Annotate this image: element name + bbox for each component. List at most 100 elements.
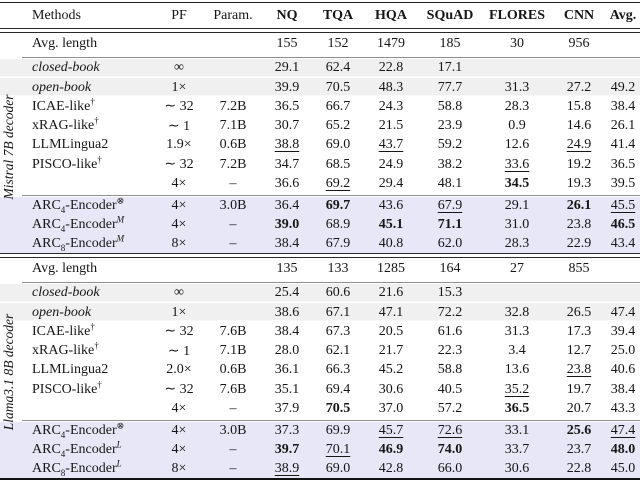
value-cell: 24.9 [566,137,592,153]
param-cell: – [229,216,237,232]
value-cell: 17.1 [437,60,463,76]
value-cell: 28.3 [504,235,530,251]
param-cell: 7.1B [219,118,247,134]
avg-length-label: Avg. length [32,36,98,52]
method-cell: ICAE-like† [22,322,154,340]
method-cell: open-book [22,305,154,321]
value-cell: 62.0 [437,235,463,251]
method-text: open-book [32,304,92,320]
table-row: ARC4-EncoderM 4× – 39.0 68.9 45.1 71.1 31.0 23.8… [0,215,640,235]
value-cell: 17.3 [566,323,592,339]
value-cell: 36.5 [504,401,530,417]
param-cell: 7.6B [219,381,247,397]
value-cell: 41.4 [610,137,636,153]
section-divider-rule [0,253,640,258]
value-cell: 22.9 [566,235,592,251]
method-superscript: L [116,439,122,450]
value-cell: 43.7 [378,137,404,153]
value-cell: 24.3 [378,98,404,114]
value-cell: 66.7 [325,98,351,114]
value-cell: 45.0 [610,460,636,476]
method-text: -Encoder [65,235,117,251]
pf-cell: ∞ [174,285,184,301]
value-cell: 34.5 [504,176,530,192]
method-cell: xRAG-like† [22,341,154,359]
value-cell: 48.0 [610,441,636,457]
value-cell: 42.8 [378,460,404,476]
avg-length-value: 164 [439,261,461,277]
header-cell: FLORES [488,7,545,23]
value-cell: 20.5 [378,323,404,339]
pf-cell: ∼ 32 [164,99,194,115]
method-text: ARC [32,423,61,439]
table-top-rule [0,2,640,3]
value-cell: 39.7 [274,441,300,457]
value-cell: 72.2 [437,304,463,320]
value-cell: 74.0 [437,441,463,457]
avg-length-value: 185 [439,36,461,52]
header-cell: CNN [563,7,595,23]
avg-length-value: 1285 [377,261,405,277]
pf-cell: ∞ [174,60,184,76]
method-subscript: 4 [60,448,66,459]
method-superscript: † [97,154,102,165]
value-cell: 60.6 [325,285,351,301]
value-cell: 47.4 [610,304,636,320]
value-cell: 39.9 [274,79,300,95]
value-cell: 19.7 [566,381,592,397]
method-cell: ARC8-EncoderM [22,234,154,252]
table-row: PISCO-like† ∼ 32 7.6B 35.1 69.4 30.6 40.5 35.2 1… [0,380,640,399]
value-cell: 40.8 [378,235,404,251]
pf-cell: 1.9× [166,137,192,153]
avg-length-value: 135 [276,261,298,277]
value-cell: 70.1 [325,441,351,457]
value-cell: 65.2 [325,118,351,134]
method-cell: LLMLingua2 [22,137,154,153]
value-cell: 36.6 [274,176,300,192]
method-cell: LLMLingua2 [22,362,154,378]
method-superscript: † [94,115,99,126]
value-cell: 67.1 [325,304,351,320]
value-cell: 69.2 [325,176,351,192]
value-cell: 35.2 [504,381,530,397]
value-cell: 12.7 [566,343,592,359]
method-text: ARC [32,198,61,214]
section-label-mistral: Mistral 7B decoder [1,94,16,200]
param-cell: 0.6B [219,362,247,378]
avg-length-value: 855 [568,261,590,277]
mid-rule [22,56,640,58]
table-row: closed-book ∞ 25.4 60.6 21.6 15.3 [0,283,640,303]
method-text: ICAE-like [32,323,91,339]
value-cell: 26.5 [566,304,592,320]
value-cell: 23.8 [566,362,592,378]
value-cell: 45.2 [378,362,404,378]
header-cell: NQ [276,7,298,23]
param-cell: 7.2B [219,98,247,114]
value-cell: 38.8 [274,137,300,153]
header-cell: SQuAD [426,7,474,23]
pf-cell: 8× [171,235,187,251]
value-cell: 21.5 [378,118,404,134]
value-cell: 38.4 [610,98,636,114]
value-cell: 36.1 [274,362,300,378]
method-cell: ARC4-EncoderM [22,215,154,233]
method-text: closed-book [32,60,100,76]
method-cell: ICAE-like† [22,97,154,115]
method-text: LLMLingua2 [32,137,109,153]
avg-length-value: 155 [276,36,298,52]
method-superscript: † [97,379,102,390]
pf-cell: ∼ 1 [167,118,191,134]
method-cell: ARC8-EncoderL [22,459,154,477]
value-cell: 68.9 [325,216,351,232]
value-cell: 23.7 [566,441,592,457]
pf-cell: 1× [171,304,187,320]
value-cell: 36.5 [610,156,636,172]
value-cell: 34.7 [274,156,300,172]
value-cell: 22.3 [437,343,463,359]
method-cell: open-book [22,80,154,96]
table-row: ARC4-Encoder⊗ 4× 3.0B 36.4 69.7 43.6 67.9 29.1 2… [0,196,640,216]
method-cell: ARC4-EncoderL [22,439,154,459]
value-cell: 28.0 [274,343,300,359]
table-row: xRAG-like† ∼ 1 7.1B 28.0 62.1 21.7 22.3 3.4 12.7… [0,341,640,361]
